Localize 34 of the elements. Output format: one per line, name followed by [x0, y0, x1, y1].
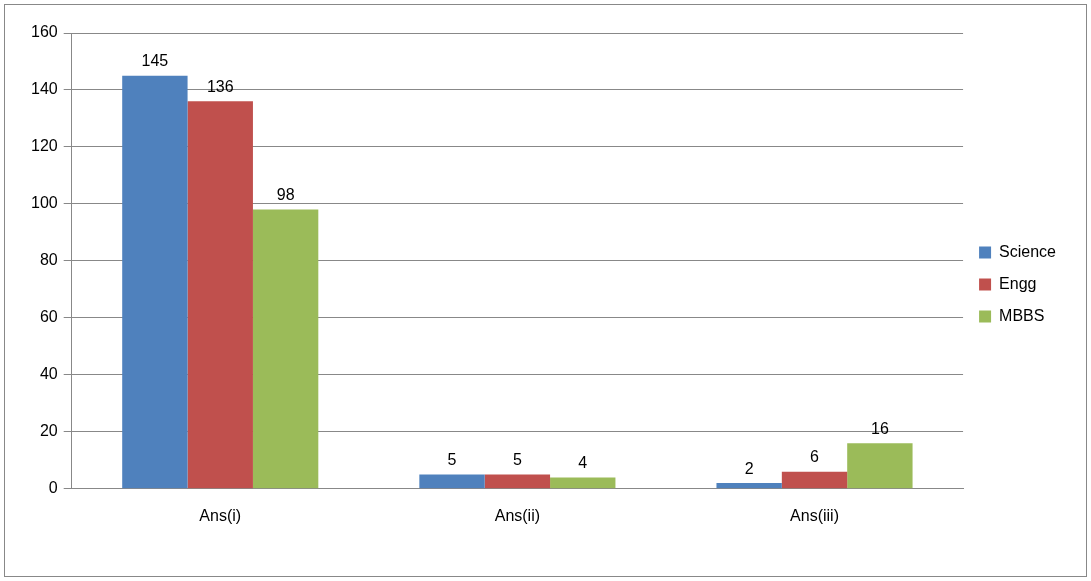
- x-tick-label: Ans(ii): [494, 506, 541, 524]
- data-label: 145: [141, 52, 169, 70]
- y-tick-label: 100: [30, 194, 58, 212]
- data-label: 5: [512, 450, 522, 468]
- y-tick-label: 80: [39, 251, 58, 269]
- bar: [781, 471, 848, 489]
- legend-label: Engg: [999, 274, 1037, 292]
- bar: [847, 443, 913, 489]
- data-label: 136: [206, 77, 234, 95]
- bar: [187, 101, 253, 489]
- y-tick-label: 60: [39, 308, 58, 326]
- legend-label: Science: [999, 242, 1057, 260]
- bar: [419, 474, 485, 489]
- bar: [122, 75, 188, 489]
- data-label: 4: [578, 453, 588, 471]
- y-tick-label: 20: [39, 422, 58, 440]
- y-tick-label: 40: [39, 365, 58, 383]
- chart-frame: Science Engg MBBS Ans(i) Ans(ii) Ans(iii) 0 20 40 60 80 100 120 140 160 145 5 2 136 5 6 98 4 16: [4, 4, 1087, 577]
- bar: [550, 477, 616, 489]
- y-tick-label: 160: [30, 23, 58, 41]
- x-tick-label: Ans(iii): [790, 506, 839, 524]
- data-label: 6: [810, 448, 820, 466]
- data-label: 2: [744, 459, 754, 477]
- data-label: 16: [870, 419, 889, 437]
- legend-label: MBBS: [999, 306, 1045, 324]
- y-tick-label: 140: [30, 80, 58, 98]
- bar: [252, 209, 319, 489]
- bar: [484, 474, 551, 489]
- y-tick-label: 120: [30, 137, 58, 155]
- data-label: 98: [276, 186, 295, 204]
- bar: [716, 483, 782, 489]
- x-tick-label: Ans(i): [199, 506, 242, 524]
- data-label: 5: [447, 450, 457, 468]
- y-tick-label: 0: [48, 479, 58, 497]
